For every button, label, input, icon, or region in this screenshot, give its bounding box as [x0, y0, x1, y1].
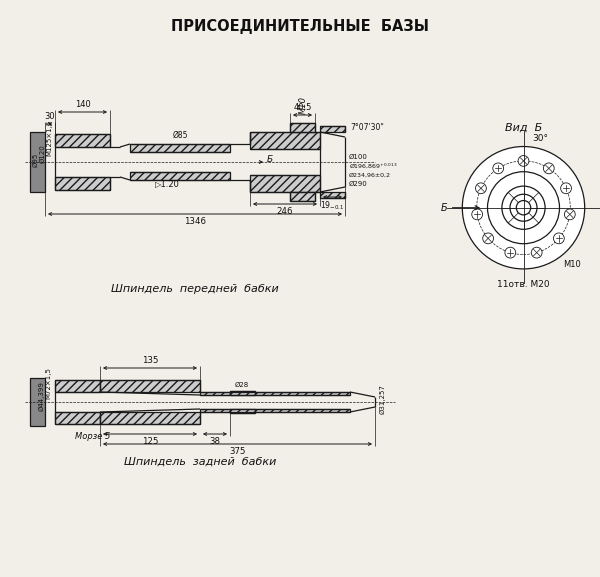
Text: 7°07'30": 7°07'30"	[350, 123, 384, 132]
Circle shape	[476, 183, 487, 194]
Circle shape	[510, 194, 537, 221]
Text: Ø95: Ø95	[33, 153, 39, 167]
Bar	[200, 409, 350, 412]
Text: 40,5: 40,5	[293, 103, 311, 112]
Text: Шпиндель  передней  бабки: Шпиндель передней бабки	[111, 284, 279, 294]
Circle shape	[518, 156, 529, 166]
Text: Ø120: Ø120	[40, 145, 46, 163]
Text: 38: 38	[209, 437, 221, 446]
Text: М10: М10	[299, 96, 308, 114]
Text: Ø44,399: Ø44,399	[39, 381, 45, 411]
Bar	[55, 134, 110, 147]
Circle shape	[565, 209, 575, 220]
Text: 1346: 1346	[184, 217, 206, 226]
Circle shape	[502, 186, 545, 229]
Circle shape	[463, 147, 585, 269]
Bar	[55, 380, 100, 392]
Bar	[290, 192, 315, 201]
Text: М72×1,5: М72×1,5	[45, 367, 51, 399]
Text: 11отв. М20: 11отв. М20	[497, 280, 550, 288]
Text: 375: 375	[229, 447, 246, 456]
Text: 30: 30	[44, 112, 55, 121]
Text: 135: 135	[142, 356, 158, 365]
Text: 30°: 30°	[533, 134, 548, 143]
Polygon shape	[100, 412, 200, 424]
Circle shape	[560, 183, 571, 194]
Text: М10: М10	[563, 260, 581, 269]
Circle shape	[544, 163, 554, 174]
Bar	[55, 177, 110, 190]
Bar	[230, 391, 255, 395]
Text: М125×1,5: М125×1,5	[46, 120, 52, 156]
Text: Ø100: Ø100	[349, 154, 368, 160]
Bar	[250, 132, 320, 149]
Bar	[250, 175, 320, 192]
Bar	[30, 378, 45, 426]
Text: 19$_{-0.1}$: 19$_{-0.1}$	[320, 200, 344, 212]
Text: Ø28: Ø28	[235, 382, 249, 388]
Text: ▷1.20: ▷1.20	[155, 179, 180, 189]
Bar	[130, 144, 230, 152]
Text: Шпиндель  задней  бабки: Шпиндель задней бабки	[124, 457, 276, 467]
Text: 140: 140	[74, 100, 91, 109]
Circle shape	[553, 233, 564, 243]
Circle shape	[487, 172, 560, 243]
Text: Ø31,257: Ø31,257	[380, 384, 386, 414]
Polygon shape	[100, 380, 200, 392]
Text: Ø234,96±0,2: Ø234,96±0,2	[349, 173, 391, 178]
Bar	[230, 409, 255, 413]
Bar	[30, 132, 45, 192]
Text: Ø85: Ø85	[172, 131, 188, 140]
Text: Морзе 5: Морзе 5	[75, 432, 110, 441]
Text: Б: Б	[267, 155, 273, 163]
Text: Б: Б	[441, 203, 448, 213]
Text: 246: 246	[277, 207, 293, 216]
Circle shape	[516, 201, 531, 215]
Bar	[200, 392, 350, 395]
Bar	[320, 126, 345, 132]
Bar	[320, 192, 345, 198]
Bar	[130, 172, 230, 180]
Text: Ø290: Ø290	[349, 181, 368, 187]
Bar	[55, 412, 100, 424]
Circle shape	[531, 247, 542, 258]
Circle shape	[505, 247, 516, 258]
Text: Ø196,869$^{+0.013}$: Ø196,869$^{+0.013}$	[349, 162, 398, 170]
Circle shape	[493, 163, 503, 174]
Circle shape	[472, 209, 482, 220]
Circle shape	[483, 233, 494, 243]
Text: 125: 125	[142, 437, 158, 446]
Bar	[290, 123, 315, 132]
Text: Вид  Б: Вид Б	[505, 123, 542, 133]
Text: ПРИСОЕДИНИТЕЛЬНЫЕ  БАЗЫ: ПРИСОЕДИНИТЕЛЬНЫЕ БАЗЫ	[171, 19, 429, 34]
